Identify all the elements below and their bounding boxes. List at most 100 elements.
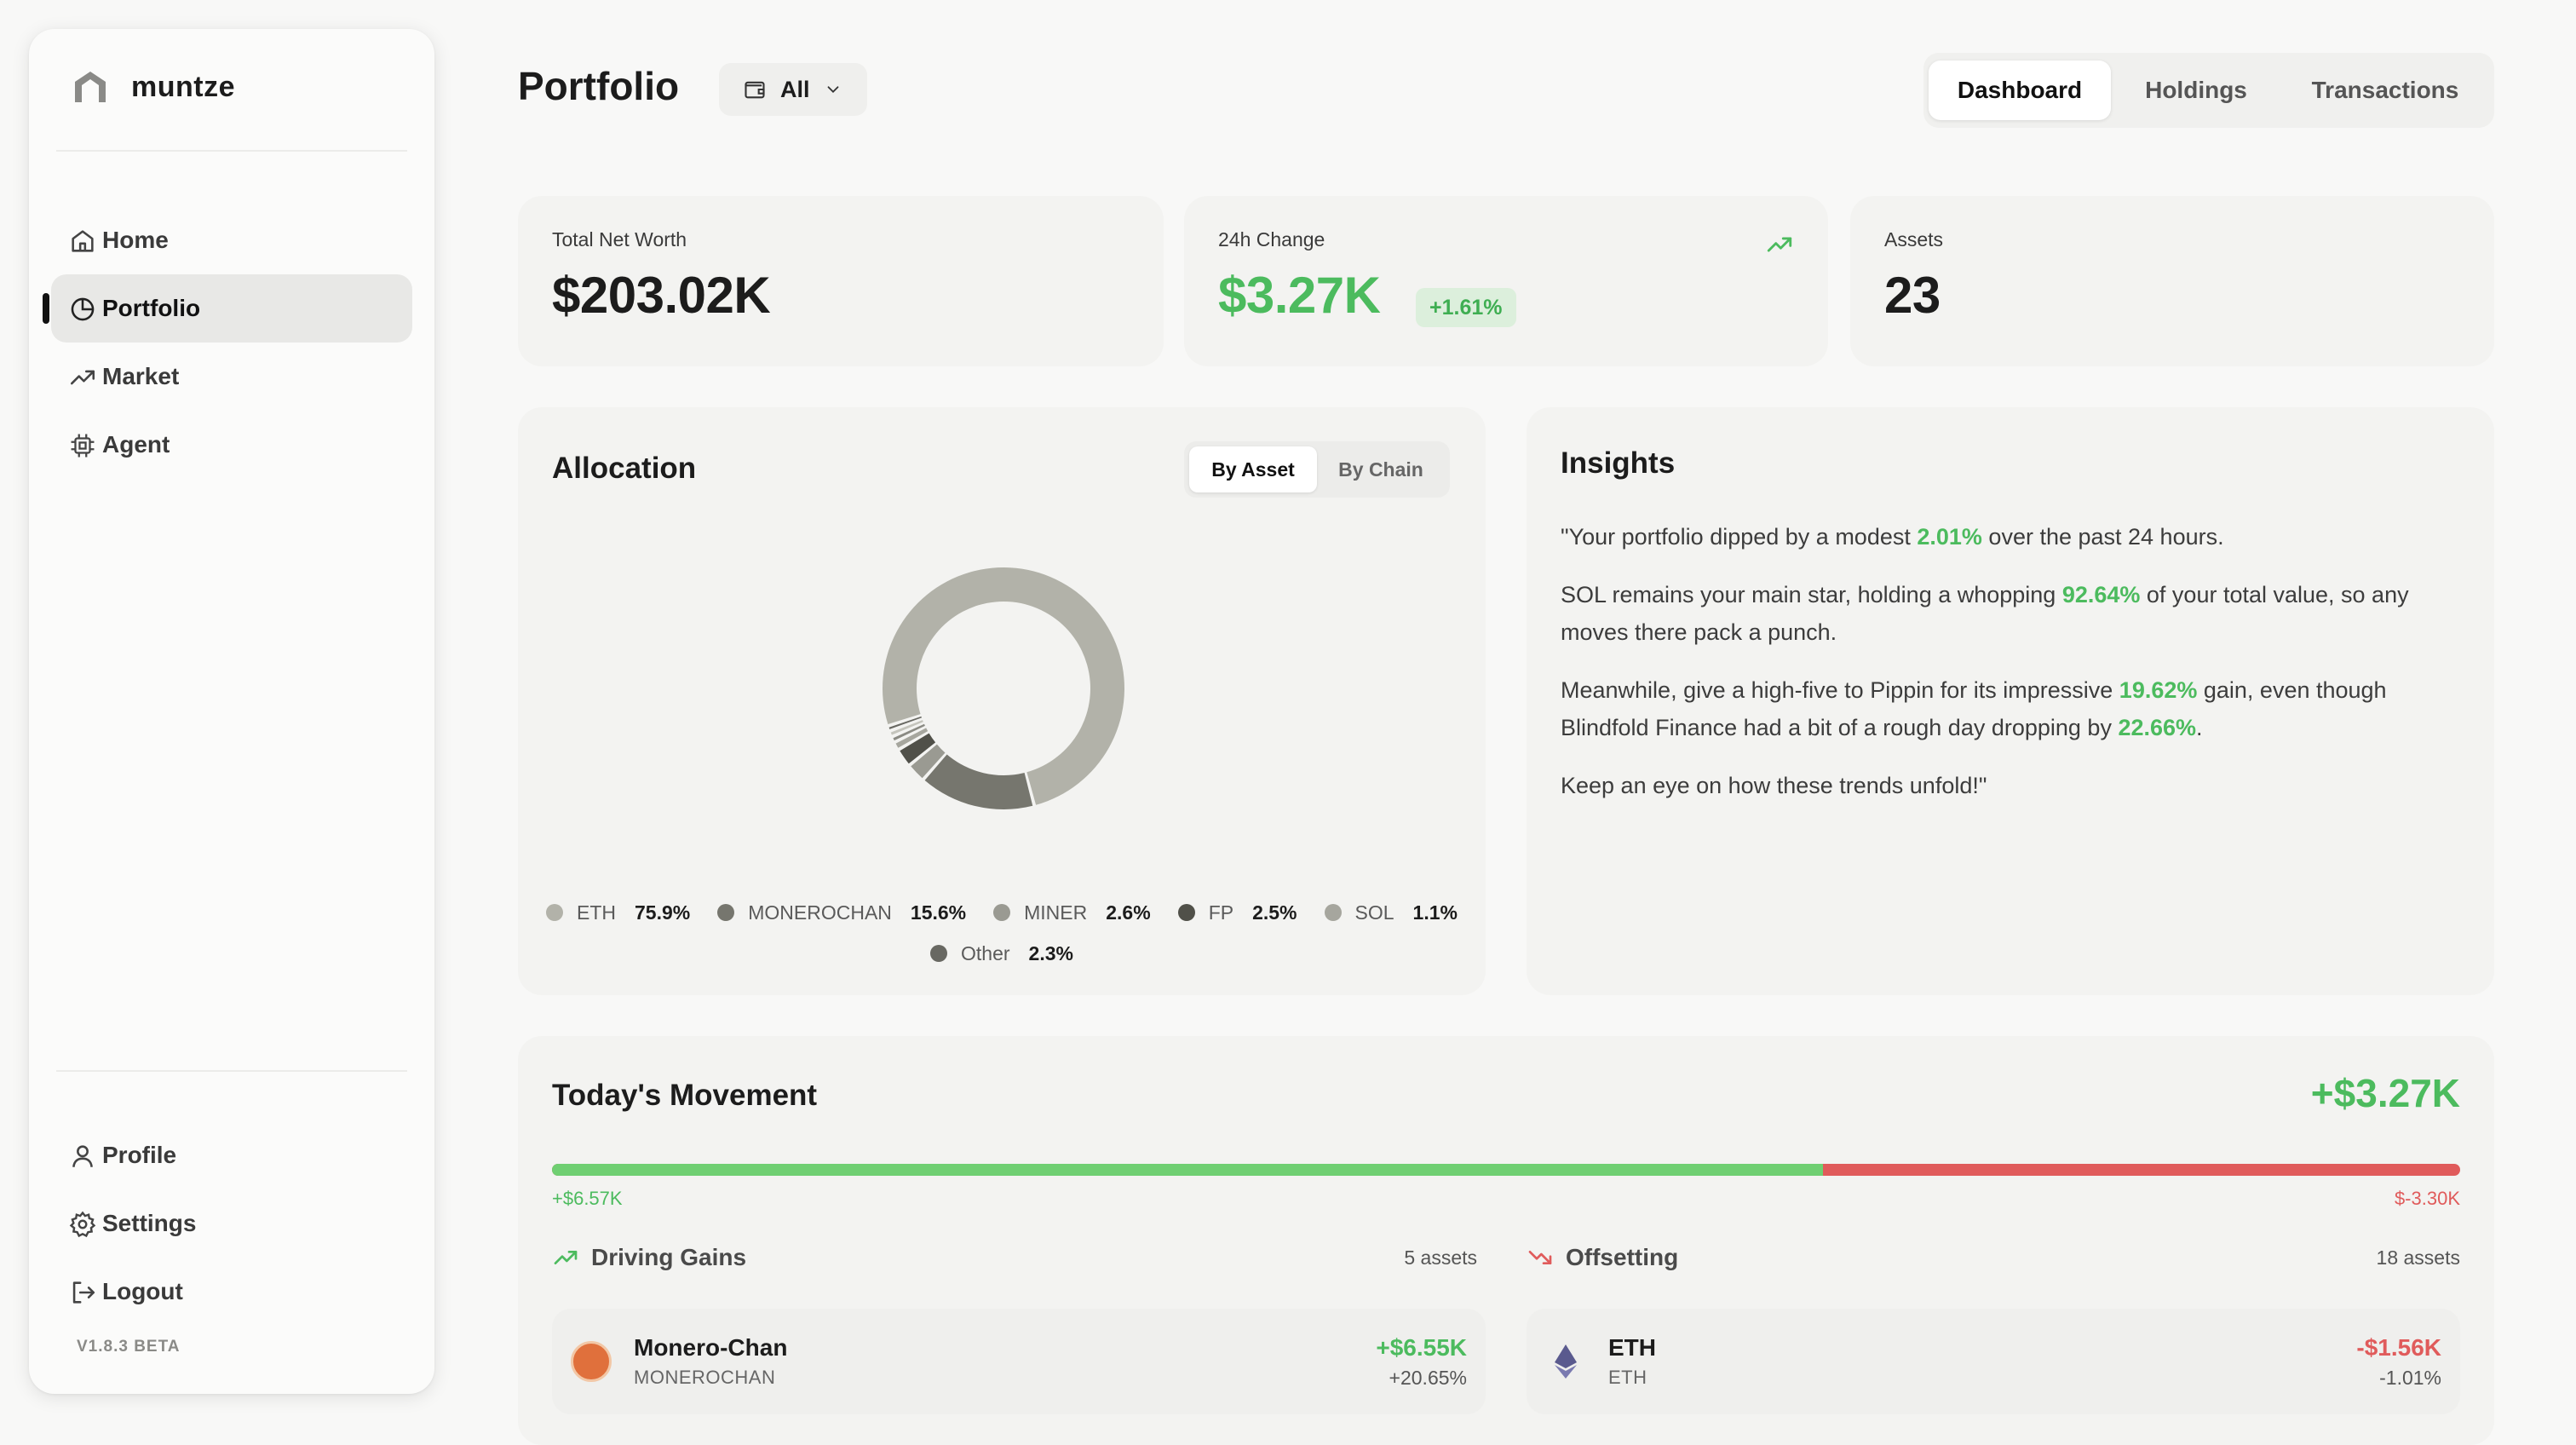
insight-highlight: 2.01% bbox=[1917, 524, 1982, 550]
legend-value: 75.9% bbox=[635, 901, 691, 924]
sidebar-item-label: Settings bbox=[102, 1210, 197, 1236]
asset-symbol: MONEROCHAN bbox=[634, 1367, 776, 1388]
legend-item-eth: ETH 75.9% bbox=[546, 893, 690, 932]
sidebar-item-label: Logout bbox=[102, 1278, 183, 1304]
chevron-down-icon bbox=[827, 86, 838, 94]
tab-holdings[interactable]: Holdings bbox=[2145, 77, 2247, 103]
donut-slice-monerochan[interactable] bbox=[924, 754, 1033, 809]
sidebar-item-label: Profile bbox=[102, 1142, 177, 1168]
wallet-icon bbox=[745, 81, 765, 99]
toggle-by-asset[interactable]: By Asset bbox=[1189, 446, 1317, 492]
legend-label: ETH bbox=[577, 901, 617, 924]
insights-text: "Your portfolio dipped by a modest 2.01%… bbox=[1561, 518, 2455, 825]
trending-up-icon bbox=[1767, 237, 1792, 252]
trending-down-icon bbox=[1528, 1251, 1552, 1264]
insight-paragraph: Meanwhile, give a high-five to Pippin fo… bbox=[1561, 677, 2387, 740]
assets-card: Assets 23 bbox=[1850, 196, 2494, 366]
gain-asset-row[interactable]: Monero-Chan MONEROCHAN +$6.55K +20.65% bbox=[552, 1309, 1486, 1414]
asset-change-amount: -$1.56K bbox=[2356, 1334, 2441, 1361]
change-percent-badge: +1.61% bbox=[1416, 288, 1516, 327]
insight-highlight: 92.64% bbox=[2061, 582, 2141, 607]
offsetting-title: Offsetting bbox=[1566, 1244, 1679, 1270]
brand[interactable]: muntze bbox=[72, 68, 235, 106]
chip-icon bbox=[71, 434, 95, 458]
legend-value: 15.6% bbox=[910, 901, 967, 924]
driving-gains-header: Driving Gains bbox=[552, 1241, 746, 1275]
tab-transactions[interactable]: Transactions bbox=[2311, 77, 2459, 103]
loss-asset-row[interactable]: ETH ETH -$1.56K -1.01% bbox=[1527, 1309, 2460, 1414]
asset-change-amount: +$6.55K bbox=[1376, 1334, 1467, 1361]
sidebar-item-profile[interactable]: Profile bbox=[51, 1121, 412, 1189]
insight-paragraph: SOL remains your main star, holding a wh… bbox=[1561, 582, 2409, 645]
legend-swatch bbox=[930, 945, 948, 962]
sidebar-item-market[interactable]: Market bbox=[51, 343, 412, 411]
losses-asset-count: 18 assets bbox=[2376, 1246, 2460, 1269]
sidebar-item-logout[interactable]: Logout bbox=[51, 1258, 412, 1326]
trending-up-icon bbox=[554, 1251, 578, 1264]
gains-asset-count: 5 assets bbox=[1404, 1246, 1477, 1269]
tab-dashboard[interactable]: Dashboard bbox=[1929, 60, 2111, 120]
assets-label: Assets bbox=[1884, 228, 1944, 250]
sidebar-item-label: Portfolio bbox=[102, 295, 201, 321]
legend-swatch bbox=[1177, 904, 1195, 921]
allocation-legend: ETH 75.9% MONEROCHAN 15.6% MINER 2.6% FP 2.5% SO… bbox=[518, 893, 1486, 975]
legend-swatch bbox=[546, 904, 564, 921]
legend-item-miner: MINER 2.6% bbox=[993, 893, 1151, 932]
insights-card: Insights "Your portfolio dipped by a mod… bbox=[1527, 407, 2494, 995]
insight-highlight: 19.62% bbox=[2119, 677, 2198, 703]
sidebar-item-home[interactable]: Home bbox=[51, 206, 412, 274]
donut-slice-other-1[interactable] bbox=[893, 723, 925, 741]
gains-bar-fill bbox=[552, 1164, 1823, 1176]
donut-slice-other-2[interactable] bbox=[890, 720, 923, 735]
legend-label: SOL bbox=[1354, 901, 1394, 924]
sidebar-item-agent[interactable]: Agent bbox=[51, 411, 412, 479]
asset-name: Monero-Chan bbox=[634, 1334, 788, 1361]
wallet-filter-dropdown[interactable]: All bbox=[719, 63, 867, 116]
legend-swatch bbox=[717, 904, 735, 921]
movement-card: Today's Movement +$3.27K +$6.57K $-3.30K… bbox=[518, 1036, 2494, 1445]
toggle-by-chain[interactable]: By Chain bbox=[1338, 458, 1423, 481]
donut-slice-other-3[interactable] bbox=[888, 716, 922, 729]
asset-symbol: ETH bbox=[1608, 1367, 1647, 1388]
main-nav: Home Portfolio Market Agent bbox=[43, 206, 412, 479]
insight-paragraph: Keep an eye on how these trends unfold!" bbox=[1561, 773, 1987, 798]
allocation-title: Allocation bbox=[552, 452, 697, 485]
page-title: Portfolio bbox=[518, 64, 680, 108]
sidebar-divider bbox=[56, 1070, 407, 1072]
sidebar-item-portfolio[interactable]: Portfolio bbox=[43, 274, 412, 343]
asset-change-percent: +20.65% bbox=[1389, 1367, 1467, 1389]
user-icon bbox=[72, 1145, 93, 1167]
legend-item-other: Other 2.3% bbox=[930, 934, 1073, 973]
filter-value: All bbox=[780, 76, 810, 102]
view-tabs: Dashboard Holdings Transactions bbox=[1923, 53, 2494, 128]
legend-swatch bbox=[1324, 904, 1342, 921]
legend-label: MONEROCHAN bbox=[748, 901, 892, 924]
legend-item-fp: FP 2.5% bbox=[1177, 893, 1297, 932]
sidebar: muntze Home Portfolio Market Agent Profi… bbox=[29, 29, 434, 1394]
sidebar-item-settings[interactable]: Settings bbox=[51, 1189, 412, 1258]
asset-name: ETH bbox=[1608, 1334, 1656, 1361]
sidebar-divider bbox=[56, 150, 407, 152]
change-label: 24h Change bbox=[1218, 228, 1325, 250]
donut-slice-miner[interactable] bbox=[911, 744, 946, 779]
assets-count: 23 bbox=[1884, 267, 1941, 324]
net-worth-card: Total Net Worth $203.02K bbox=[518, 196, 1164, 366]
trending-up-icon bbox=[70, 370, 95, 385]
losses-total: $-3.30K bbox=[2394, 1188, 2460, 1209]
insight-highlight: 22.66% bbox=[2118, 715, 2197, 740]
donut-slice-fp[interactable] bbox=[900, 733, 936, 764]
logo-icon bbox=[75, 72, 106, 102]
legend-value: 1.1% bbox=[1412, 901, 1458, 924]
sidebar-item-label: Market bbox=[102, 363, 180, 389]
legend-item-monerochan: MONEROCHAN 15.6% bbox=[717, 893, 966, 932]
legend-value: 2.6% bbox=[1106, 901, 1151, 924]
driving-gains-title: Driving Gains bbox=[591, 1244, 747, 1270]
sidebar-item-label: Home bbox=[102, 227, 169, 253]
legend-item-sol: SOL 1.1% bbox=[1324, 893, 1458, 932]
legend-label: MINER bbox=[1024, 901, 1088, 924]
donut-slice-sol[interactable] bbox=[895, 728, 929, 748]
version-label: V1.8.3 BETA bbox=[77, 1338, 181, 1356]
net-worth-value: $203.02K bbox=[552, 267, 771, 324]
legend-value: 2.5% bbox=[1252, 901, 1297, 924]
allocation-card: Allocation By Asset By Chain ETH 75.9% MON… bbox=[518, 407, 1486, 995]
